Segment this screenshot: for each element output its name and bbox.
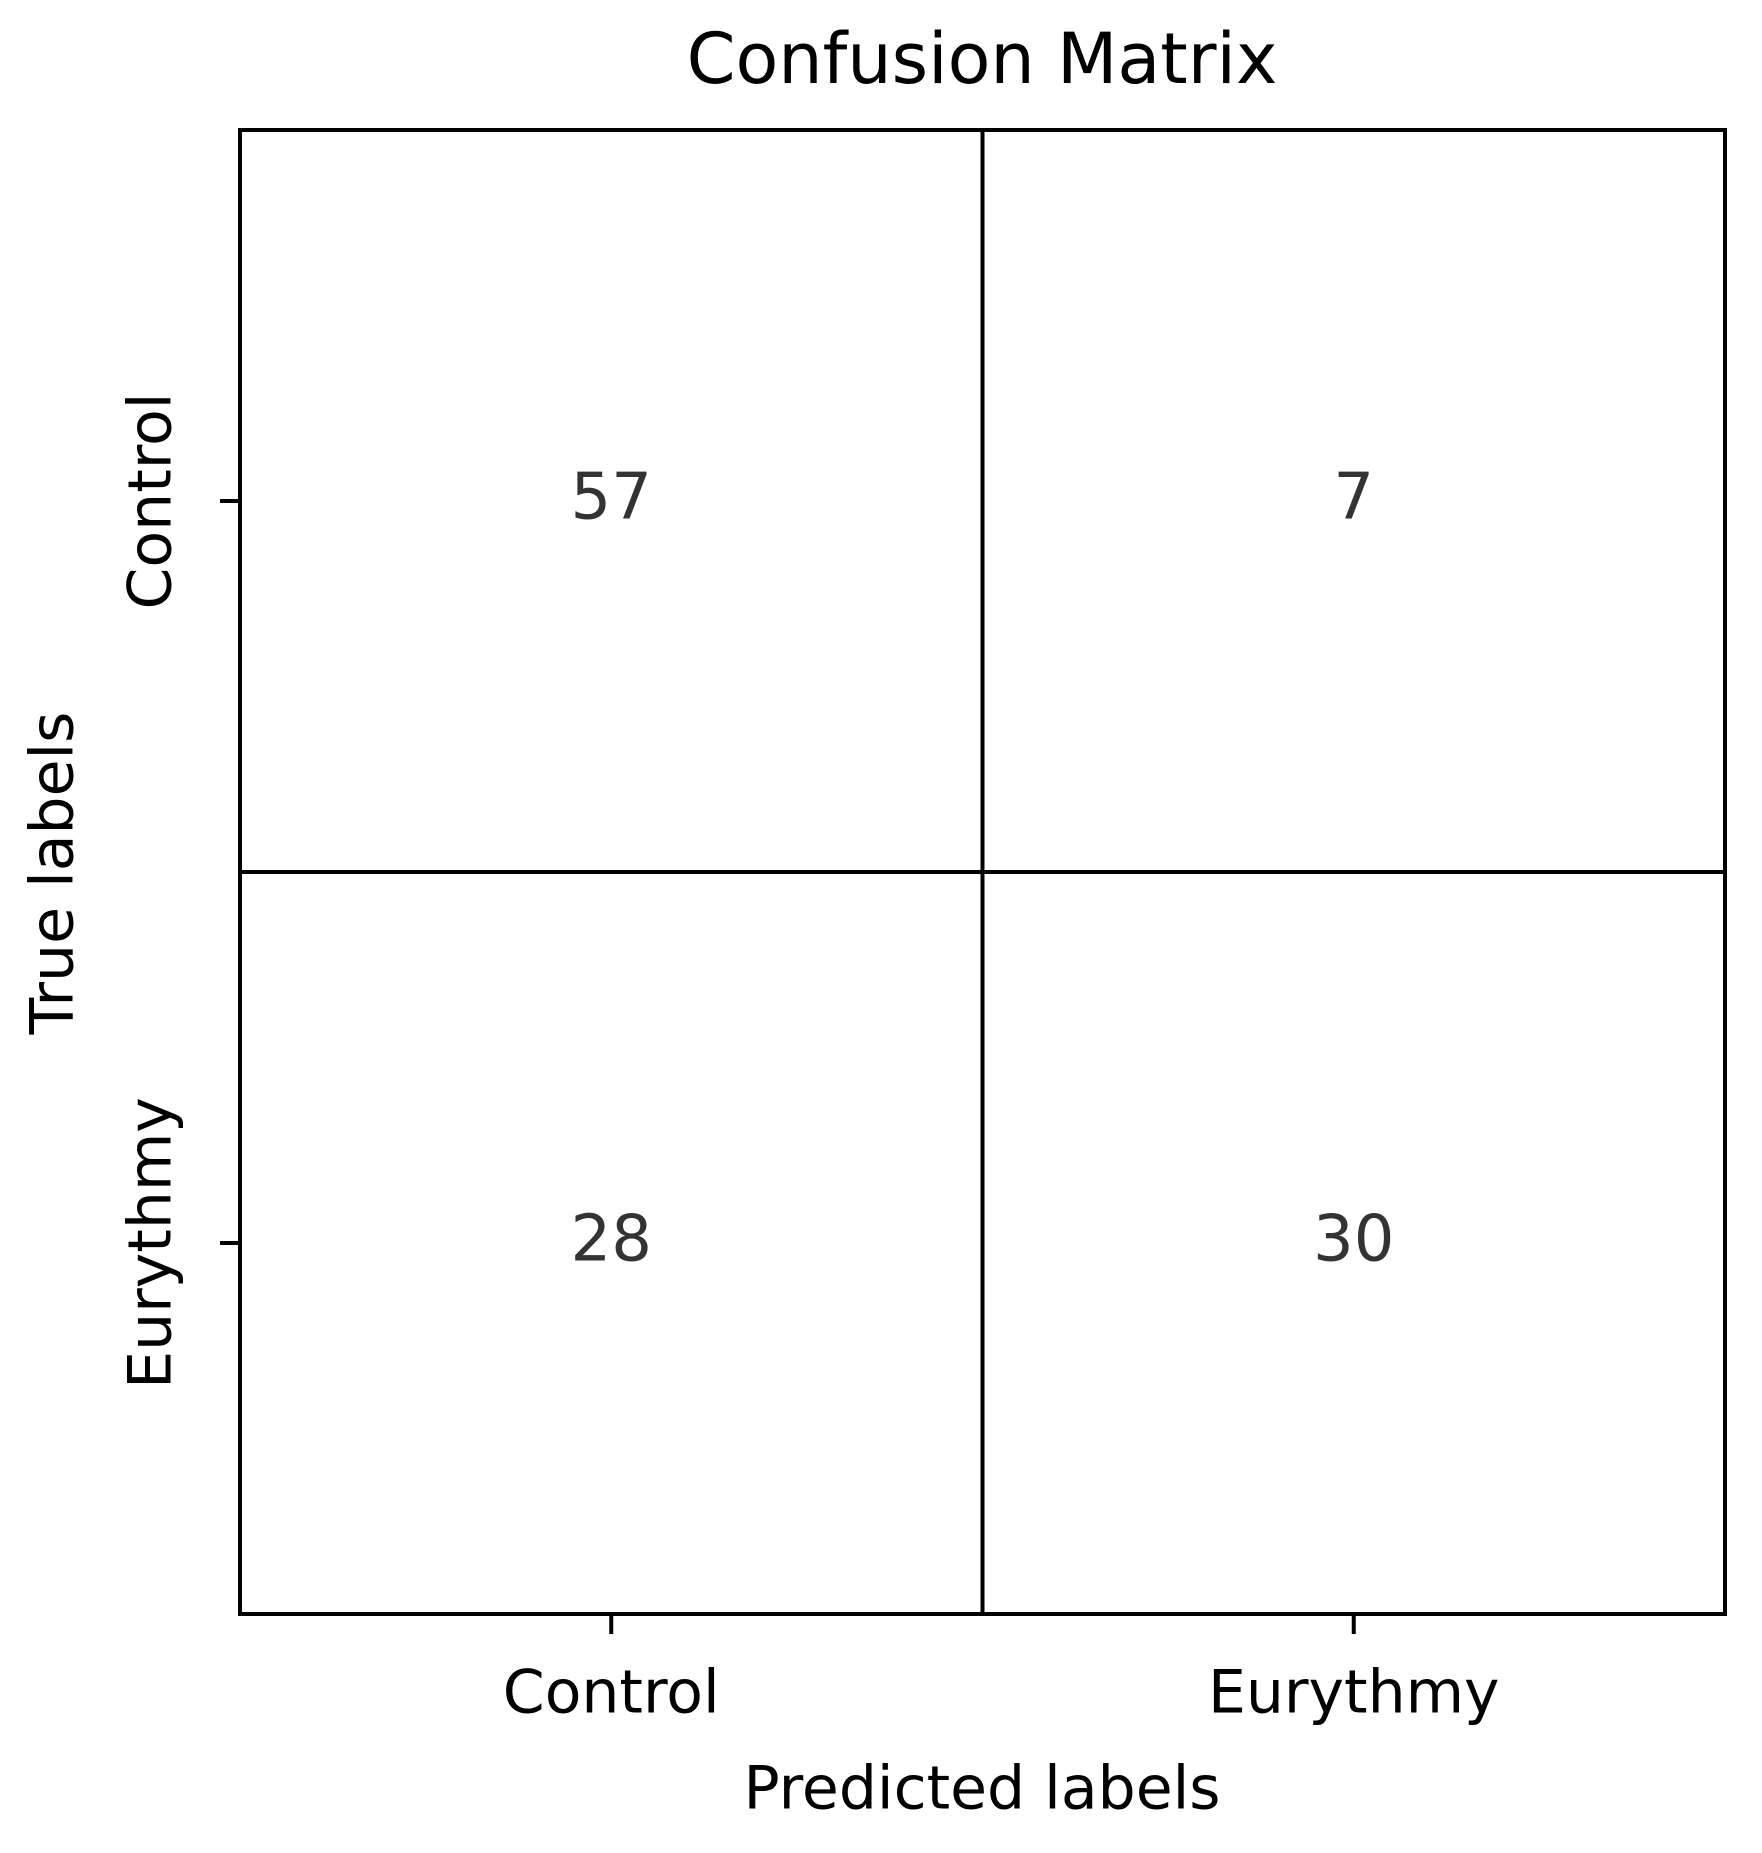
y-axis-label: True labels xyxy=(18,712,88,1036)
cell xyxy=(980,870,1727,1616)
cell xyxy=(980,128,1727,874)
x-tick-label: Control xyxy=(503,1658,720,1728)
cell xyxy=(238,870,985,1616)
y-tick-label: Control xyxy=(116,393,186,610)
x-axis-label: Predicted labels xyxy=(743,1754,1220,1824)
x-tick-label: Eurythmy xyxy=(1208,1658,1500,1728)
chart-title: Confusion Matrix xyxy=(687,18,1278,100)
cell-value: 57 xyxy=(571,461,652,535)
cell-value: 30 xyxy=(1313,1203,1394,1277)
cell-value: 7 xyxy=(1333,461,1374,535)
cell xyxy=(238,128,985,874)
cell-value: 28 xyxy=(571,1203,652,1277)
y-tick-label: Eurythmy xyxy=(116,1097,186,1389)
